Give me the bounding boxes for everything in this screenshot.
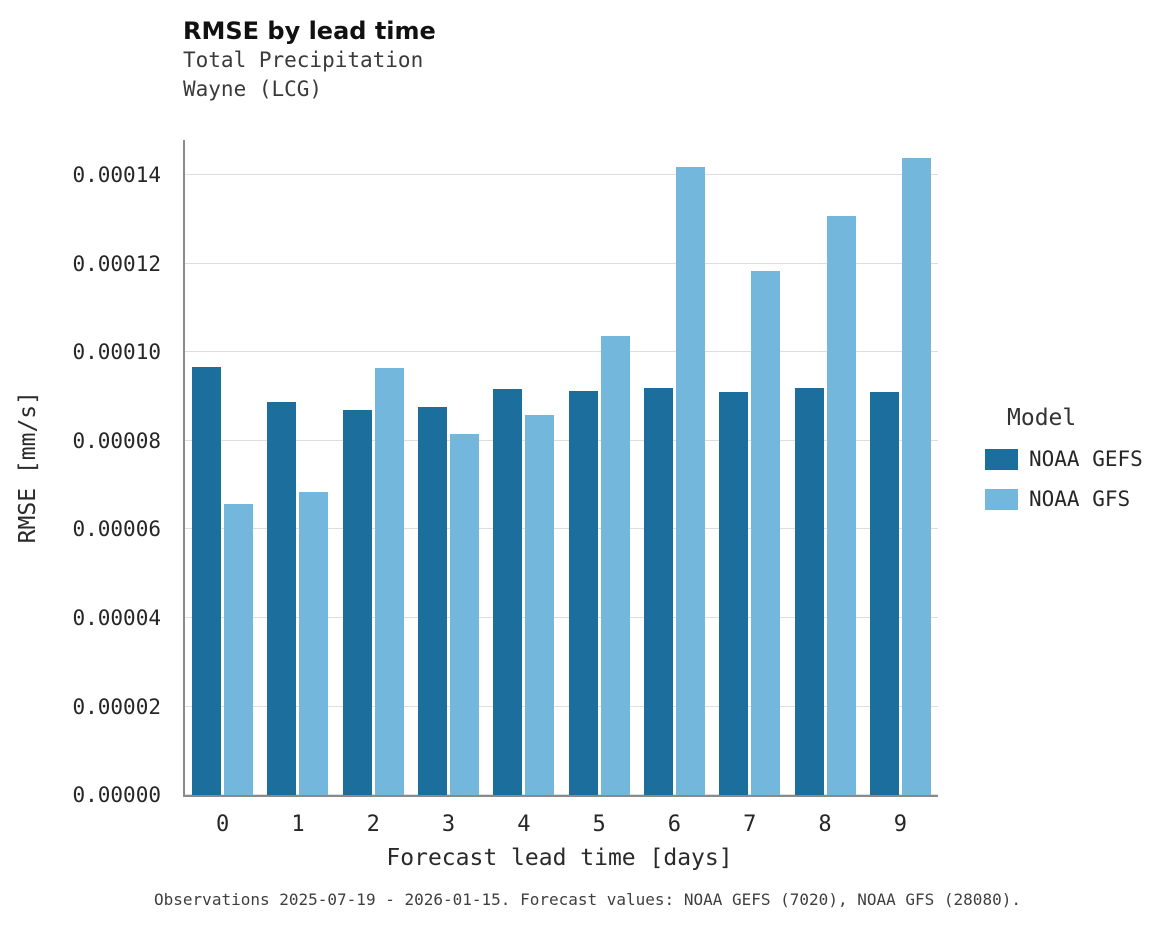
legend-label: NOAA GEFS xyxy=(1029,447,1143,471)
chart-header: RMSE by lead time Total Precipitation Wa… xyxy=(183,16,436,104)
y-tick-labels: 0.00000 0.00002 0.00004 0.00006 0.00008 0.000… xyxy=(30,140,173,807)
bar-noaa-gefs xyxy=(493,389,523,795)
bar-group: 9 xyxy=(869,140,931,837)
y-tick-label: 0.00014 xyxy=(72,163,161,188)
bar-group: 8 xyxy=(794,140,856,837)
x-tick-label: 7 xyxy=(743,812,757,837)
chart-subtitle-variable: Total Precipitation xyxy=(183,48,424,72)
bar-group: 2 xyxy=(342,140,404,837)
legend-entry: NOAA GEFS xyxy=(985,447,1143,471)
y-tick-label: 0.00006 xyxy=(72,517,161,542)
bar-noaa-gfs xyxy=(901,158,931,795)
x-tick-label: 0 xyxy=(216,812,230,837)
gridline xyxy=(185,616,938,618)
bar-group: 1 xyxy=(267,140,329,837)
legend-entries: NOAA GEFS NOAA GFS xyxy=(985,447,1143,511)
bars-layer: 0 1 2 3 4 5 6 7 8 9 xyxy=(185,140,938,837)
bar-noaa-gfs xyxy=(374,368,404,795)
x-tick-label: 4 xyxy=(517,812,531,837)
bar-noaa-gefs xyxy=(719,392,749,795)
gridline xyxy=(185,528,938,530)
gridline xyxy=(185,439,938,441)
legend: Model NOAA GEFS NOAA GFS xyxy=(985,405,1143,527)
bar-noaa-gfs xyxy=(224,504,254,795)
y-tick-label: 0.00012 xyxy=(72,251,161,276)
x-tick-label: 9 xyxy=(893,812,907,837)
bar-noaa-gefs xyxy=(869,391,899,795)
legend-entry: NOAA GFS xyxy=(985,487,1143,511)
y-tick-label: 0.00004 xyxy=(72,605,161,630)
gridline xyxy=(185,705,938,707)
caption: Observations 2025-07-19 - 2026-01-15. Fo… xyxy=(154,890,1021,909)
x-tick-label: 8 xyxy=(818,812,832,837)
gridline xyxy=(185,174,938,176)
legend-swatch xyxy=(985,488,1018,510)
bar-noaa-gfs xyxy=(600,336,630,795)
bar-noaa-gfs xyxy=(826,216,856,795)
gridline xyxy=(185,351,938,353)
bar-noaa-gefs xyxy=(267,401,297,795)
bar-noaa-gefs xyxy=(192,367,222,795)
chart-title: RMSE by lead time xyxy=(183,17,436,45)
bar-group: 7 xyxy=(719,140,781,837)
chart-subtitle-station: Wayne (LCG) xyxy=(183,77,323,101)
bar-group: 6 xyxy=(643,140,705,837)
bar-group: 0 xyxy=(192,140,254,837)
bar-noaa-gefs xyxy=(342,409,372,795)
bar-noaa-gefs xyxy=(643,388,673,795)
bar-noaa-gfs xyxy=(525,415,555,795)
legend-label: NOAA GFS xyxy=(1029,487,1131,511)
gridlines xyxy=(185,140,938,795)
bar-noaa-gfs xyxy=(751,270,781,795)
bar-group: 4 xyxy=(493,140,555,837)
bar-group: 3 xyxy=(418,140,480,837)
y-tick-label: 0.00002 xyxy=(72,694,161,719)
y-tick-label: 0.00008 xyxy=(72,428,161,453)
x-axis-label: Forecast lead time [days] xyxy=(386,845,733,871)
bar-noaa-gfs xyxy=(675,167,705,795)
bar-noaa-gefs xyxy=(794,387,824,795)
legend-swatch xyxy=(985,448,1018,470)
y-tick-label: 0.00000 xyxy=(72,783,161,807)
x-tick-label: 1 xyxy=(291,812,305,837)
bar-noaa-gefs xyxy=(418,407,448,795)
x-tick-label: 5 xyxy=(592,812,606,837)
gridline xyxy=(185,794,938,795)
bar-group: 5 xyxy=(568,140,630,837)
bar-noaa-gfs xyxy=(450,434,480,795)
y-tick-label: 0.00010 xyxy=(72,340,161,365)
x-tick-label: 3 xyxy=(441,812,456,837)
x-tick-label: 6 xyxy=(667,812,682,837)
x-tick-label: 2 xyxy=(366,812,380,837)
plot-area: 0 1 2 3 4 5 6 7 8 9 xyxy=(183,140,938,837)
gridline xyxy=(185,262,938,264)
bar-noaa-gefs xyxy=(568,391,598,795)
bar-noaa-gfs xyxy=(299,492,329,795)
legend-title: Model xyxy=(1007,405,1077,431)
